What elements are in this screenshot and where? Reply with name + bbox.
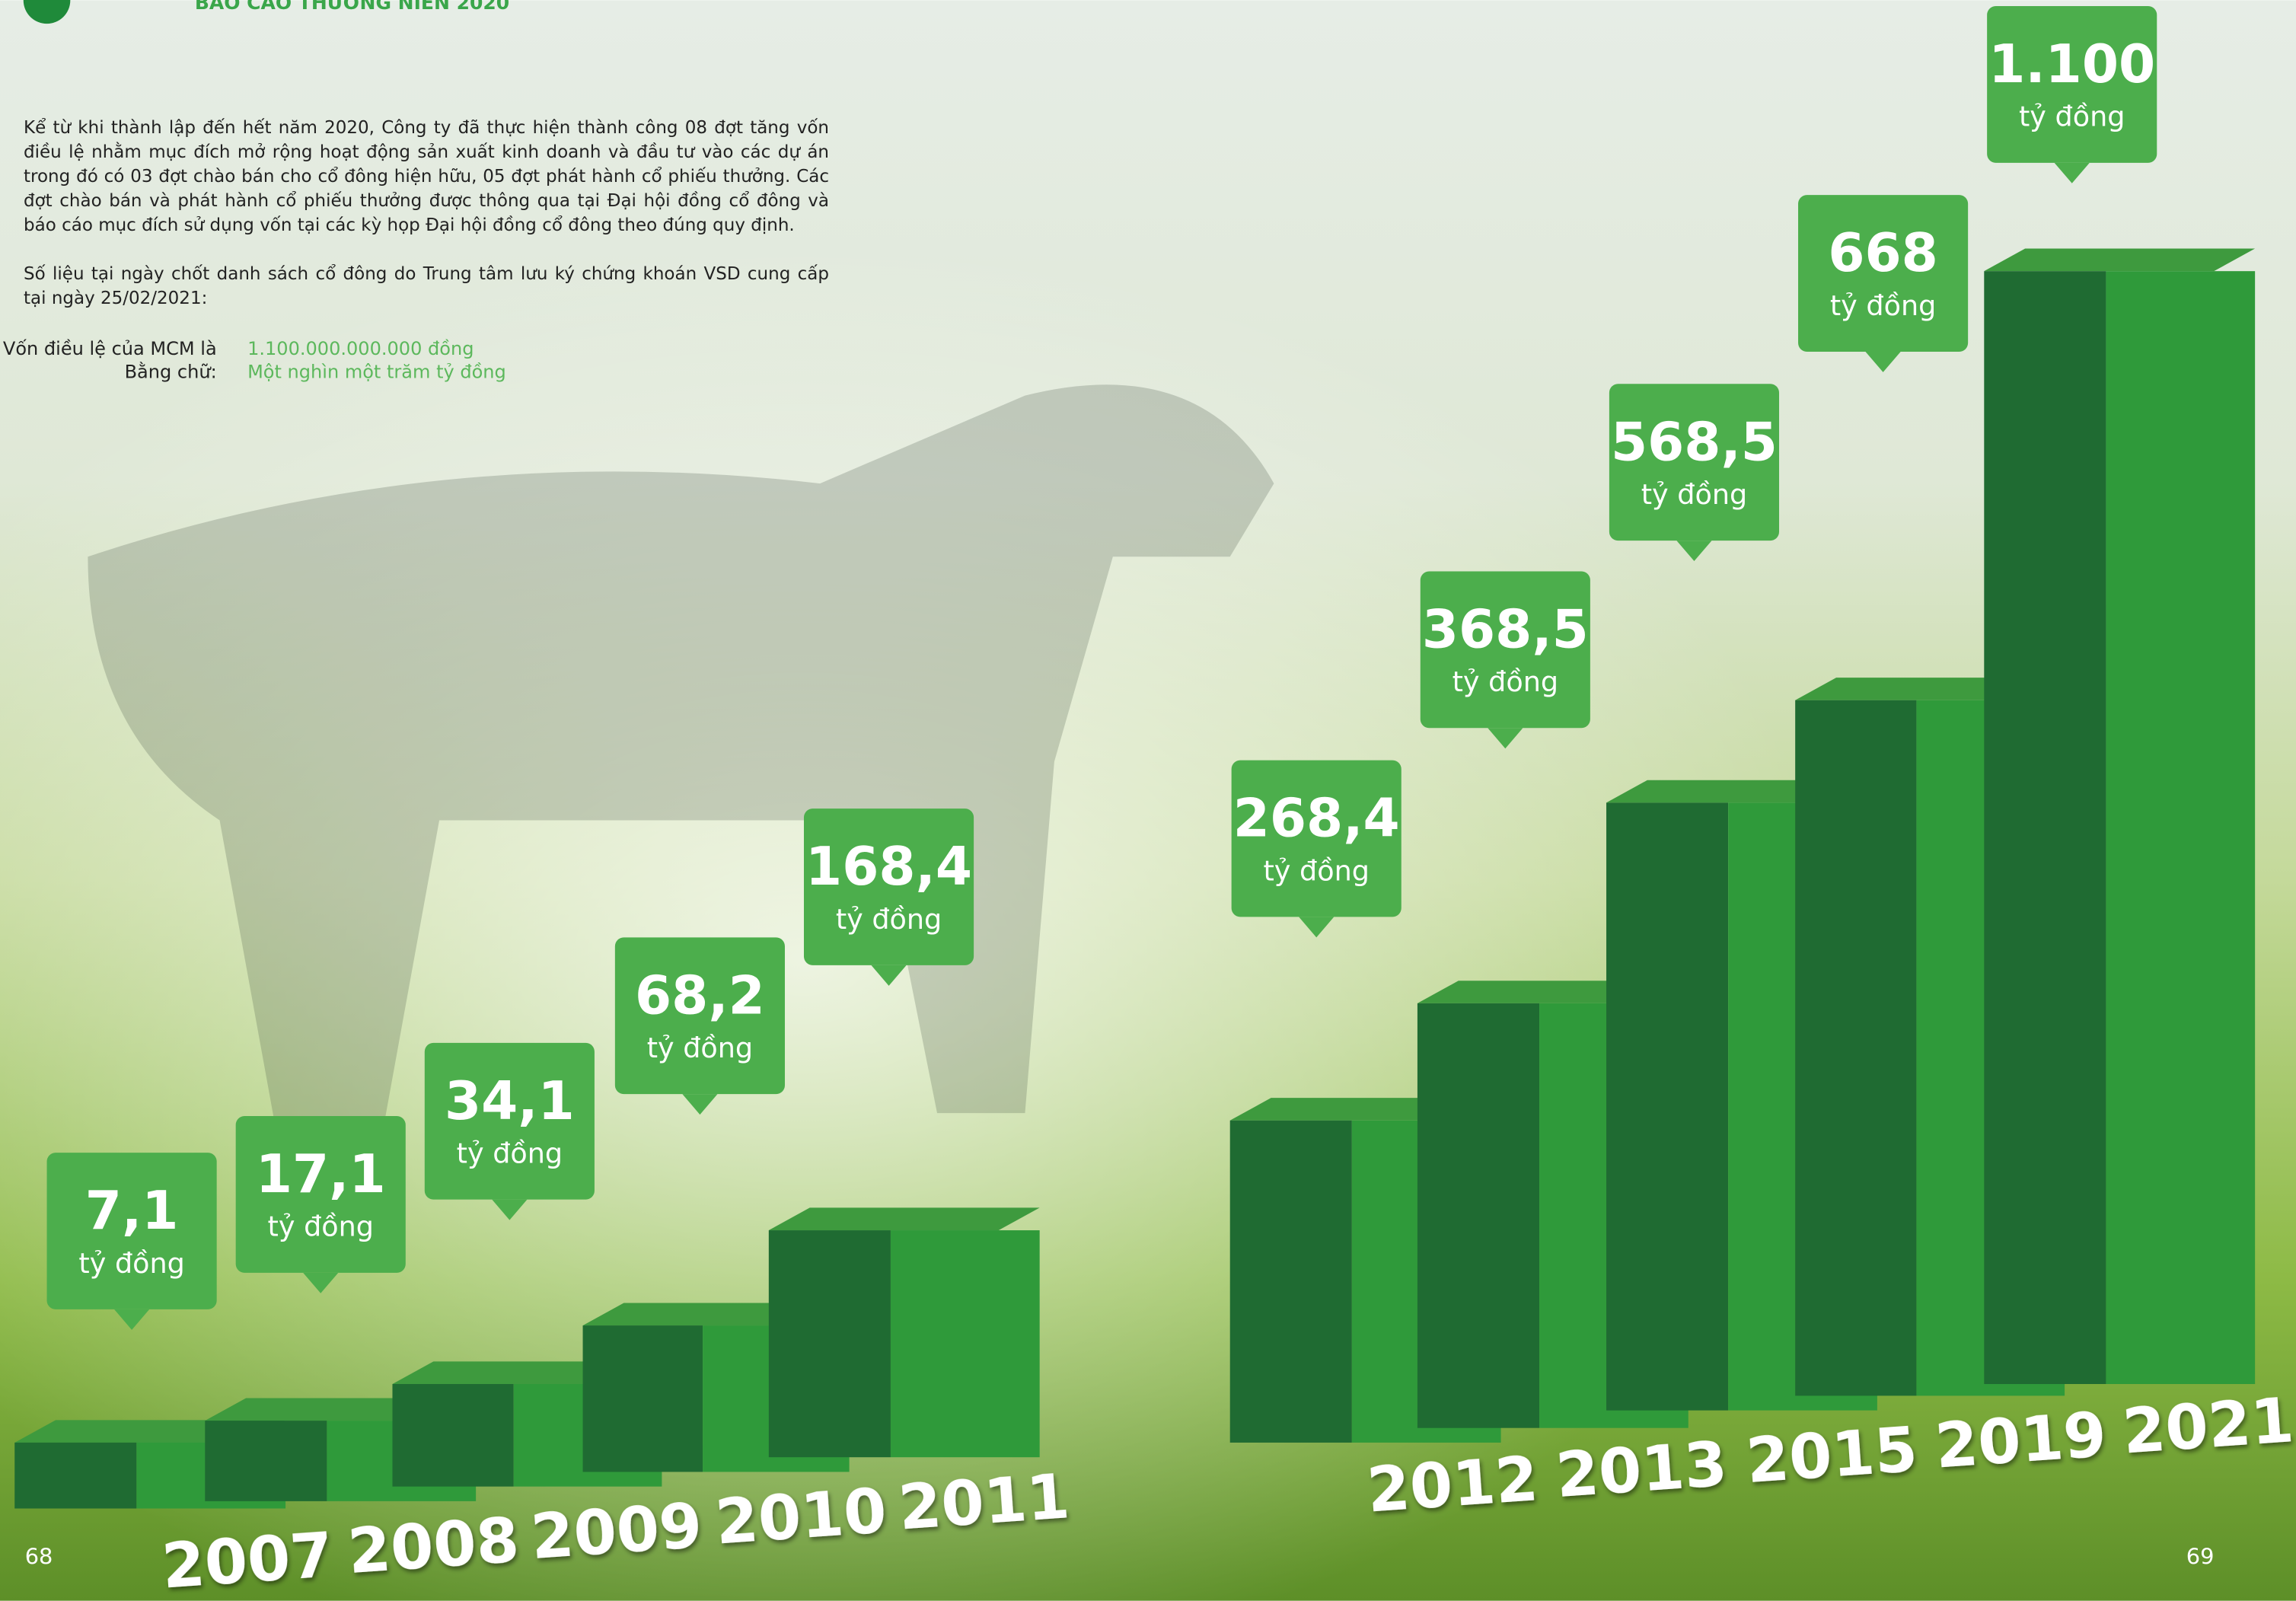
callout-pointer xyxy=(1299,917,1335,938)
year-label: 2012 xyxy=(1365,1443,1541,1526)
value-label: 7,1 xyxy=(85,1181,179,1242)
callout-pointer xyxy=(871,965,907,986)
step-side xyxy=(205,1421,327,1501)
callout: 268,4 tỷ đồng xyxy=(1231,760,1402,938)
callout: 68,2 tỷ đồng xyxy=(614,937,785,1115)
year-label: 2009 xyxy=(528,1491,704,1574)
callout-box xyxy=(1987,6,2157,163)
callout-pointer xyxy=(1865,351,1901,372)
callout: 668 tỷ đồng xyxy=(1798,195,1969,372)
callout-box xyxy=(424,1042,595,1200)
unit-label: tỷ đồng xyxy=(1830,289,1936,322)
capital-value: 1.100.000.000.000 đồng xyxy=(247,338,474,359)
callout: 7,1 tỷ đồng xyxy=(46,1153,217,1330)
unit-label: tỷ đồng xyxy=(2019,100,2125,133)
step-side xyxy=(1795,700,1917,1396)
callout-box xyxy=(1420,571,1590,729)
step-side xyxy=(1417,1003,1540,1428)
year-label: 2015 xyxy=(1744,1414,1920,1497)
capital-value: Một nghìn một trăm tỷ đồng xyxy=(247,362,506,383)
logo xyxy=(23,0,71,24)
unit-label: tỷ đồng xyxy=(78,1247,184,1280)
step-top xyxy=(768,1207,1040,1231)
step xyxy=(1984,248,2256,1385)
callout: 1.100 tỷ đồng xyxy=(1987,6,2157,183)
step-side xyxy=(14,1442,137,1509)
callout: 368,5 tỷ đồng xyxy=(1420,571,1590,749)
callout-pointer xyxy=(2054,162,2090,183)
step-side xyxy=(582,1325,703,1472)
page-number: 69 xyxy=(2186,1544,2215,1570)
year-label: 2013 xyxy=(1554,1429,1730,1512)
value-label: 1.100 xyxy=(1988,34,2155,95)
capital-label: Vốn điều lệ của MCM là xyxy=(3,338,217,359)
value-label: 68,2 xyxy=(635,965,765,1026)
year-label: 2021 xyxy=(2120,1385,2296,1468)
capital-label: Bằng chữ: xyxy=(125,361,217,383)
step-side xyxy=(768,1230,891,1458)
callout-pointer xyxy=(303,1272,339,1293)
step-side xyxy=(1229,1120,1352,1443)
callout-box xyxy=(235,1116,406,1273)
value-label: 168,4 xyxy=(805,837,972,898)
callout-pointer xyxy=(1488,728,1523,749)
year-label: 2010 xyxy=(713,1475,889,1558)
page-number: 68 xyxy=(25,1544,53,1570)
callout: 17,1 tỷ đồng xyxy=(235,1116,406,1293)
callout-pointer xyxy=(682,1094,718,1115)
year-label: 2008 xyxy=(346,1505,521,1588)
callout-pointer xyxy=(114,1309,150,1330)
callout: 168,4 tỷ đồng xyxy=(803,808,974,986)
callout-pointer xyxy=(1676,541,1712,562)
step-side xyxy=(392,1384,514,1487)
callout-box xyxy=(1798,195,1969,352)
cow-silhouette xyxy=(88,384,1274,1143)
step-front xyxy=(890,1230,1040,1458)
value-label: 17,1 xyxy=(256,1144,386,1205)
year-label: 2007 xyxy=(160,1520,336,1601)
step-side xyxy=(1984,271,2106,1385)
year-label: 2011 xyxy=(896,1461,1072,1544)
year-label: 2019 xyxy=(1933,1399,2109,1482)
value-label: 34,1 xyxy=(445,1071,575,1132)
unit-label: tỷ đồng xyxy=(1263,854,1369,887)
callout-box xyxy=(803,808,974,965)
callout-pointer xyxy=(492,1199,528,1220)
step-front xyxy=(2106,271,2256,1385)
unit-label: tỷ đồng xyxy=(647,1032,753,1064)
paragraph: Kể từ khi thành lập đến hết năm 2020, Cô… xyxy=(24,118,829,235)
paragraph: Số liệu tại ngày chốt danh sách cổ đông … xyxy=(24,264,829,308)
step-side xyxy=(1606,802,1729,1411)
callout: 34,1 tỷ đồng xyxy=(424,1042,595,1220)
callout-box xyxy=(1231,760,1402,917)
callout-box xyxy=(1609,384,1780,541)
header-title: BÁO CÁO THƯỜNG NIÊN 2020 xyxy=(195,0,509,14)
unit-label: tỷ đồng xyxy=(836,903,942,936)
value-label: 368,5 xyxy=(1422,599,1589,660)
unit-label: tỷ đồng xyxy=(1641,478,1747,511)
callout: 568,5 tỷ đồng xyxy=(1609,384,1780,562)
step xyxy=(768,1207,1040,1458)
value-label: 268,4 xyxy=(1233,789,1400,850)
step-top xyxy=(1984,248,2256,272)
value-label: 668 xyxy=(1828,223,1938,284)
unit-label: tỷ đồng xyxy=(1453,665,1558,698)
unit-label: tỷ đồng xyxy=(268,1210,374,1243)
value-label: 568,5 xyxy=(1611,412,1778,473)
unit-label: tỷ đồng xyxy=(457,1137,563,1170)
callout-box xyxy=(614,937,785,1095)
callout-box xyxy=(46,1153,217,1309)
